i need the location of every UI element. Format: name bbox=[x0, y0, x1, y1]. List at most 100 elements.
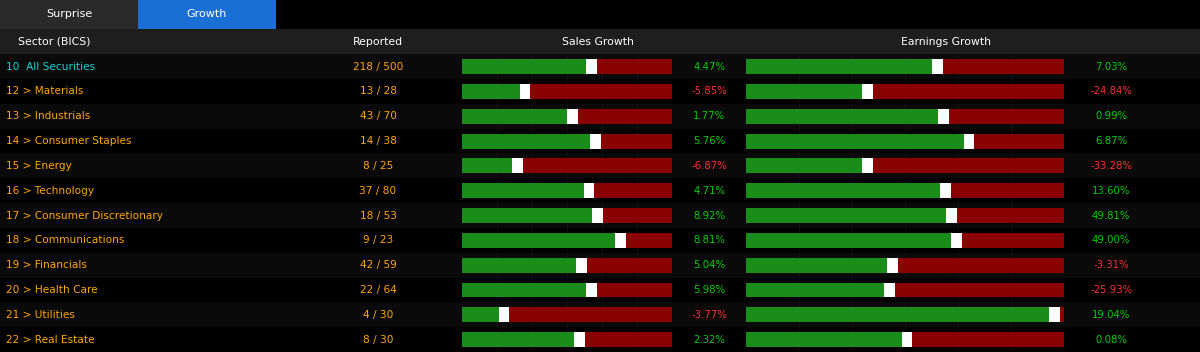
Text: 21 > Utilities: 21 > Utilities bbox=[6, 310, 74, 320]
Text: Reported: Reported bbox=[353, 37, 403, 46]
Bar bbox=[952, 208, 1064, 223]
Text: -24.84%: -24.84% bbox=[1091, 87, 1132, 96]
Text: 6.87%: 6.87% bbox=[1096, 136, 1127, 146]
Bar bbox=[499, 307, 509, 322]
Bar bbox=[746, 134, 970, 149]
Bar bbox=[868, 84, 1064, 99]
Bar bbox=[889, 283, 1064, 297]
Bar bbox=[884, 283, 895, 297]
Text: 49.81%: 49.81% bbox=[1092, 210, 1130, 220]
Bar bbox=[589, 183, 672, 198]
Bar bbox=[0, 104, 1200, 128]
Bar bbox=[462, 158, 517, 173]
Text: 10  All Securities: 10 All Securities bbox=[6, 62, 95, 71]
Text: -6.87%: -6.87% bbox=[691, 161, 727, 171]
Bar bbox=[462, 283, 592, 297]
Text: 4 / 30: 4 / 30 bbox=[362, 310, 394, 320]
Bar bbox=[746, 158, 868, 173]
Bar bbox=[616, 233, 626, 248]
Bar bbox=[0, 128, 1200, 153]
Bar bbox=[0, 327, 1200, 352]
Bar bbox=[462, 332, 580, 347]
Bar bbox=[940, 183, 950, 198]
Text: -25.93%: -25.93% bbox=[1090, 285, 1133, 295]
Bar bbox=[943, 109, 1064, 124]
Text: 0.99%: 0.99% bbox=[1096, 111, 1127, 121]
Text: 1.77%: 1.77% bbox=[694, 111, 725, 121]
Bar bbox=[893, 258, 1064, 272]
Bar bbox=[572, 109, 672, 124]
Text: 42 / 59: 42 / 59 bbox=[360, 260, 396, 270]
Text: 43 / 70: 43 / 70 bbox=[360, 111, 396, 121]
Text: 8.92%: 8.92% bbox=[694, 210, 725, 220]
Text: -33.28%: -33.28% bbox=[1091, 161, 1132, 171]
Text: 13 / 28: 13 / 28 bbox=[360, 87, 396, 96]
Bar bbox=[574, 332, 584, 347]
Bar bbox=[746, 258, 893, 272]
Bar bbox=[462, 208, 598, 223]
Text: -5.85%: -5.85% bbox=[691, 87, 727, 96]
Text: 17 > Consumer Discretionary: 17 > Consumer Discretionary bbox=[6, 210, 163, 220]
Bar bbox=[907, 332, 1064, 347]
Text: 19.04%: 19.04% bbox=[1092, 310, 1130, 320]
Text: 12 > Materials: 12 > Materials bbox=[6, 87, 83, 96]
Bar bbox=[746, 109, 943, 124]
Bar bbox=[462, 59, 592, 74]
Bar bbox=[462, 258, 582, 272]
Text: 13.60%: 13.60% bbox=[1092, 186, 1130, 196]
Text: 218 / 500: 218 / 500 bbox=[353, 62, 403, 71]
Text: Sales Growth: Sales Growth bbox=[563, 37, 634, 46]
Bar bbox=[862, 84, 872, 99]
Bar bbox=[0, 178, 1200, 203]
Bar bbox=[0, 29, 1200, 54]
Bar bbox=[746, 283, 889, 297]
Bar bbox=[512, 158, 523, 173]
Bar bbox=[937, 59, 1064, 74]
Text: 5.76%: 5.76% bbox=[694, 136, 725, 146]
Bar bbox=[520, 84, 530, 99]
Bar bbox=[0, 302, 1200, 327]
Bar bbox=[504, 307, 672, 322]
Bar bbox=[901, 332, 912, 347]
Bar bbox=[0, 0, 138, 29]
Bar bbox=[970, 134, 1064, 149]
Bar bbox=[0, 203, 1200, 228]
Bar bbox=[598, 208, 672, 223]
Bar bbox=[887, 258, 898, 272]
Bar bbox=[946, 183, 1064, 198]
Bar bbox=[950, 233, 961, 248]
Bar bbox=[0, 54, 1200, 79]
Text: 19 > Financials: 19 > Financials bbox=[6, 260, 86, 270]
Text: 22 > Real Estate: 22 > Real Estate bbox=[6, 335, 95, 345]
Bar bbox=[746, 233, 956, 248]
Text: 14 / 38: 14 / 38 bbox=[360, 136, 396, 146]
Bar bbox=[746, 307, 1055, 322]
Bar bbox=[932, 59, 943, 74]
Bar bbox=[1050, 307, 1061, 322]
Text: 14 > Consumer Staples: 14 > Consumer Staples bbox=[6, 136, 132, 146]
Text: 4.47%: 4.47% bbox=[694, 62, 725, 71]
Bar bbox=[746, 84, 868, 99]
Text: 15 > Energy: 15 > Energy bbox=[6, 161, 72, 171]
Bar bbox=[566, 109, 577, 124]
Bar bbox=[583, 183, 594, 198]
Text: Surprise: Surprise bbox=[46, 10, 92, 19]
Bar bbox=[462, 183, 589, 198]
Bar bbox=[1055, 307, 1064, 322]
Text: 8 / 30: 8 / 30 bbox=[362, 335, 394, 345]
Text: 2.32%: 2.32% bbox=[694, 335, 725, 345]
Text: 9 / 23: 9 / 23 bbox=[362, 235, 394, 245]
Bar bbox=[938, 109, 949, 124]
Bar bbox=[462, 307, 504, 322]
Bar bbox=[586, 59, 596, 74]
Bar bbox=[746, 59, 937, 74]
Bar bbox=[595, 134, 672, 149]
Text: 0.08%: 0.08% bbox=[1096, 335, 1127, 345]
Text: 8.81%: 8.81% bbox=[694, 235, 725, 245]
Bar bbox=[462, 84, 526, 99]
Bar bbox=[0, 277, 1200, 302]
Text: Earnings Growth: Earnings Growth bbox=[901, 37, 991, 46]
Bar bbox=[746, 183, 946, 198]
Bar bbox=[746, 208, 952, 223]
Text: 5.04%: 5.04% bbox=[694, 260, 725, 270]
